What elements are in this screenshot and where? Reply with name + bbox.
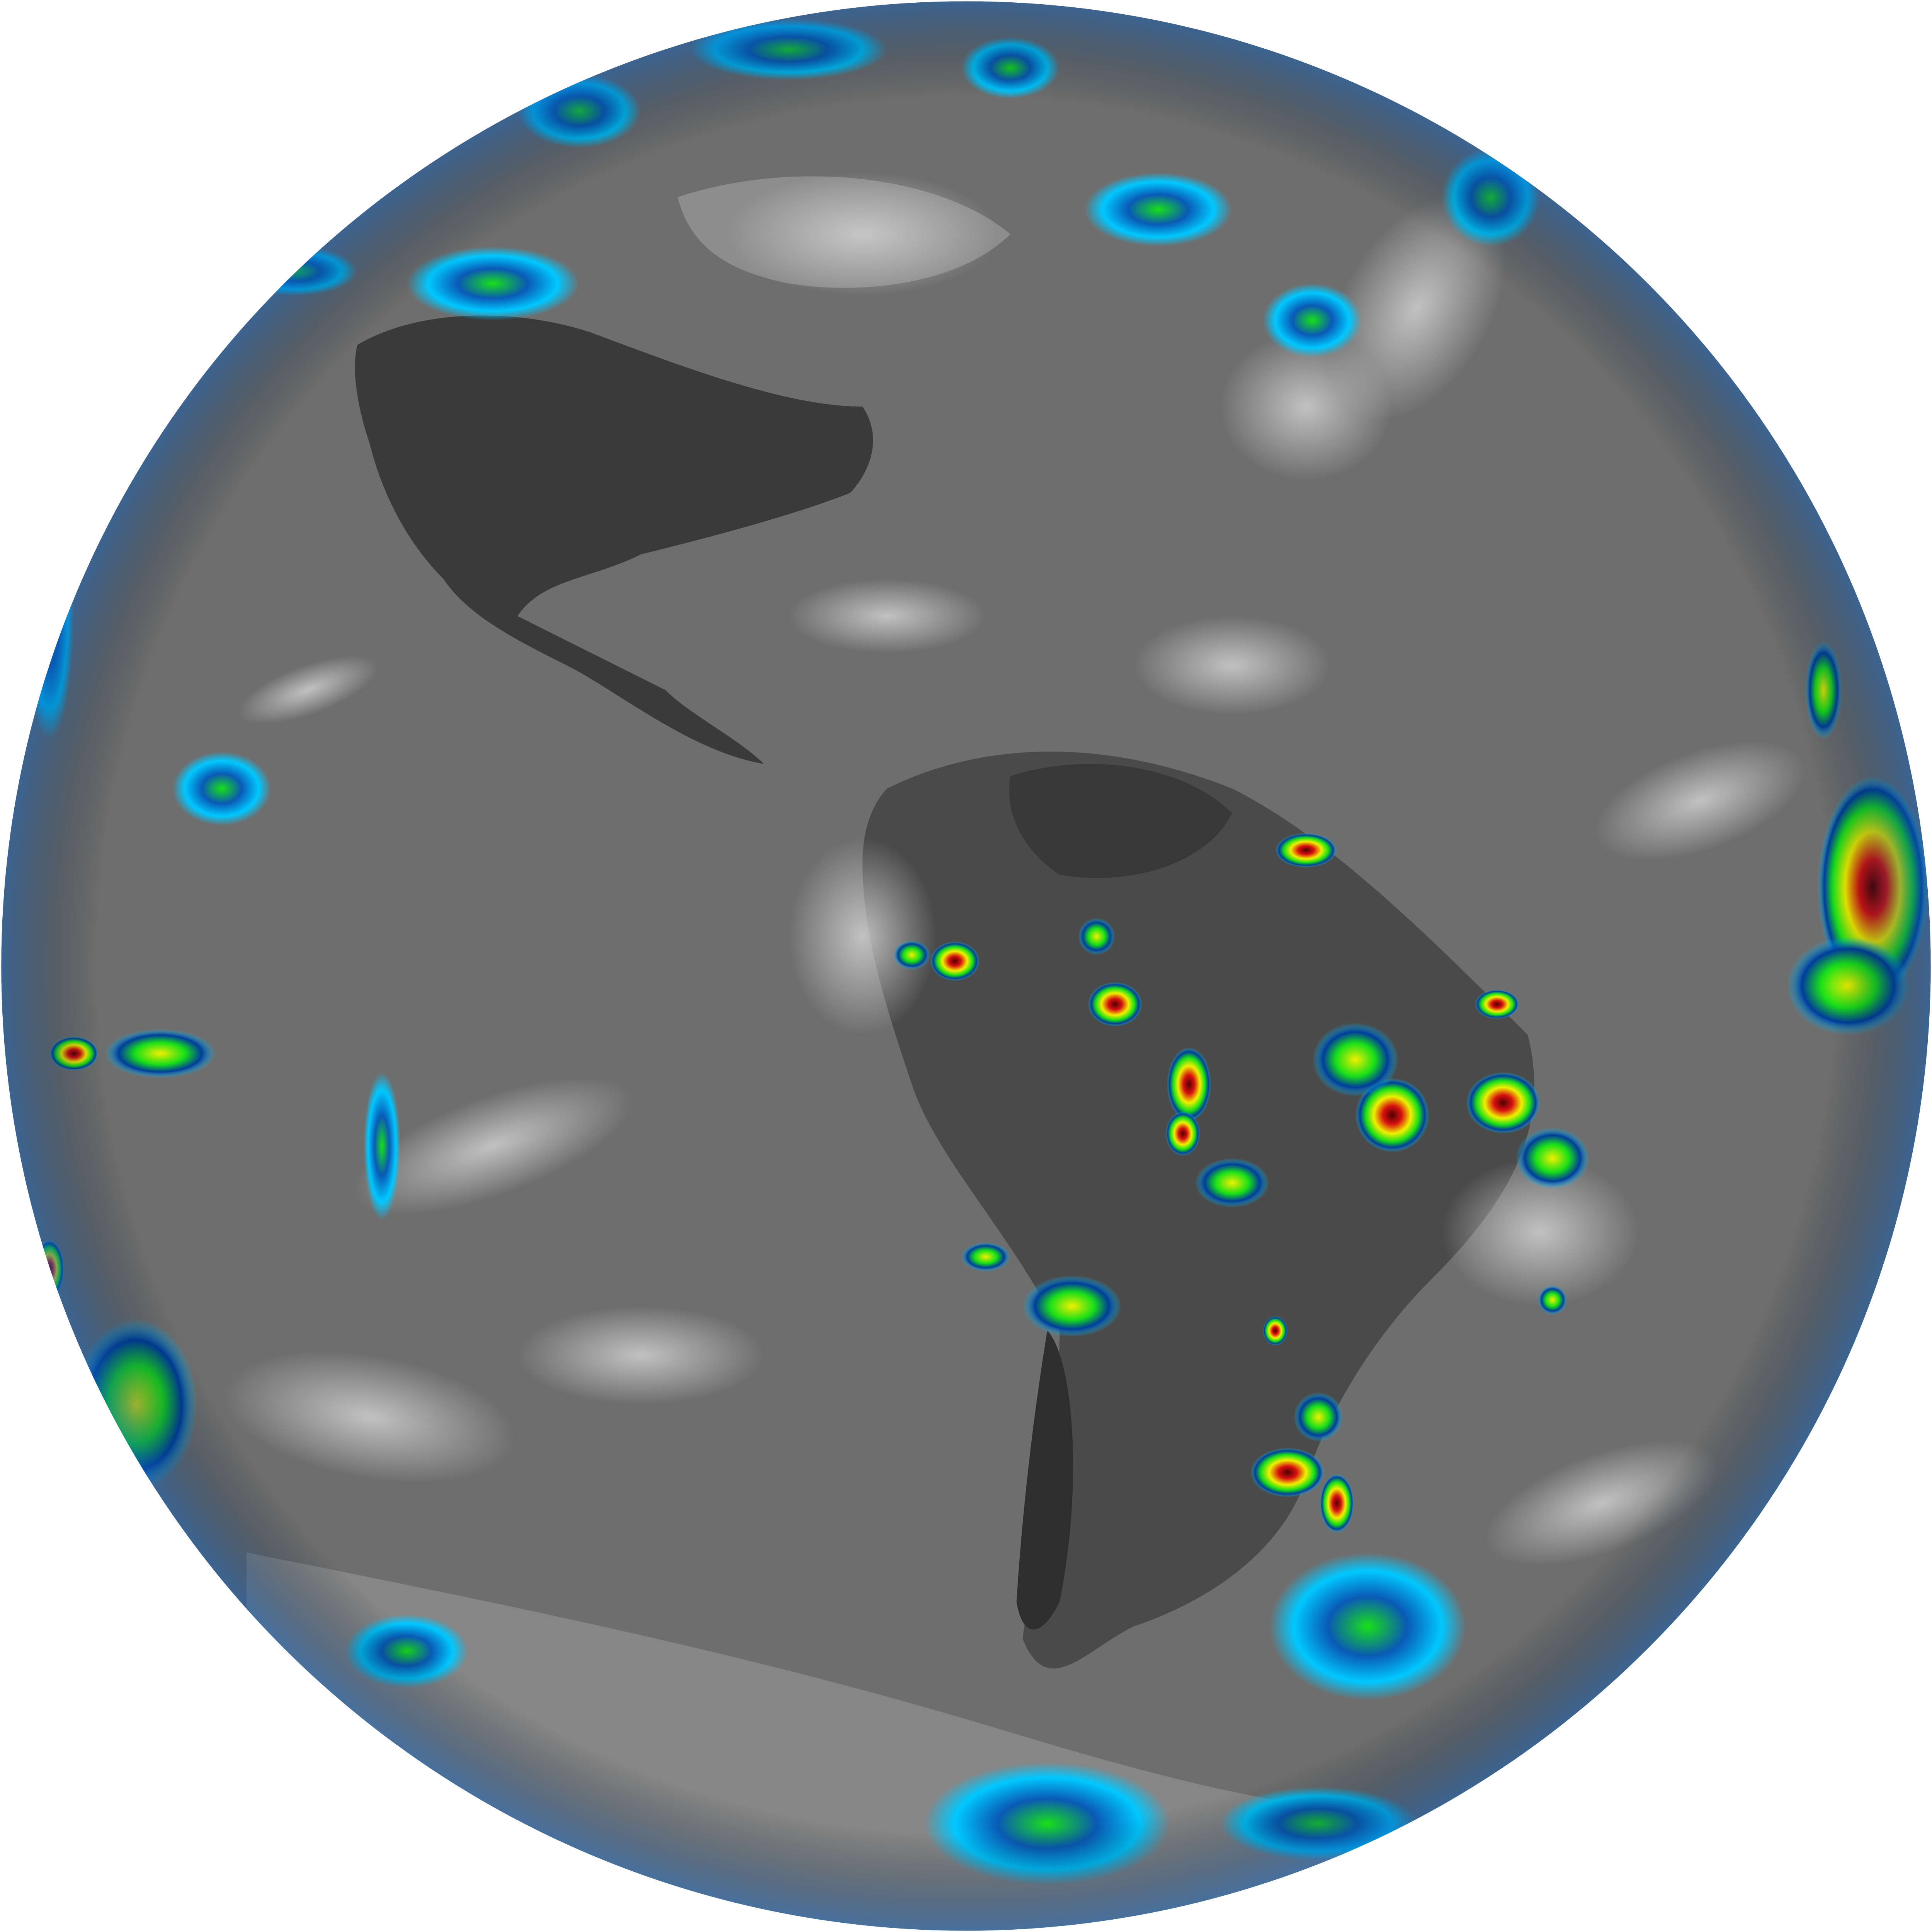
storm-cell-cold — [1626, 1799, 1824, 1898]
